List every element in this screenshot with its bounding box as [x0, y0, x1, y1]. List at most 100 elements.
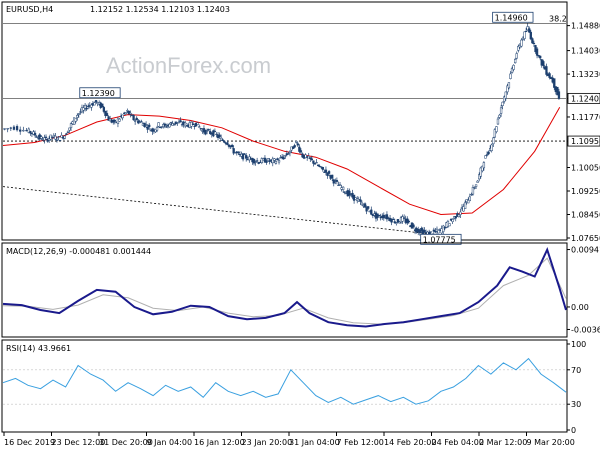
price-y-tick-label: 1.13230 — [571, 70, 600, 79]
candle-body — [293, 145, 296, 148]
x-tick-label: 24 Feb 04:00 — [432, 438, 484, 447]
candle-body — [523, 31, 526, 39]
candle-body — [15, 126, 19, 131]
candle-body — [459, 211, 462, 215]
candle-body — [468, 196, 471, 202]
x-tick-label: 7 Feb 12:00 — [337, 438, 384, 447]
candle-body — [25, 130, 28, 132]
macd-y-tick-label: 0.00 — [571, 303, 589, 312]
candle-body — [90, 104, 93, 108]
candle-body — [471, 186, 475, 195]
candle-body — [493, 129, 496, 138]
candle-body — [51, 136, 54, 138]
candle-body — [223, 140, 226, 143]
candle-body — [324, 169, 328, 173]
candle-body — [326, 172, 329, 176]
candle-body — [105, 113, 109, 117]
candle-body — [163, 123, 167, 126]
candle-body — [107, 116, 110, 121]
candle-body — [313, 163, 317, 165]
rsi-line — [2, 357, 567, 405]
candle-body — [298, 146, 301, 152]
candle-body — [54, 135, 57, 140]
candle-body — [277, 160, 281, 163]
candle-body — [157, 122, 160, 127]
fib-label: 38.2 — [549, 14, 567, 23]
candle-body — [33, 132, 37, 136]
candle-body — [504, 91, 507, 99]
candle-body — [512, 64, 515, 70]
candle-body — [396, 219, 400, 223]
candle-body — [385, 214, 389, 220]
rsi-y-tick-label: 100 — [571, 340, 586, 349]
candle-body — [515, 53, 518, 59]
candle-body — [94, 100, 98, 103]
candle-body — [146, 127, 149, 130]
candle-body — [254, 161, 257, 163]
candle-body — [377, 215, 381, 217]
price-panel-frame — [1, 1, 568, 241]
candle-body — [204, 129, 207, 135]
candle-body — [29, 131, 32, 134]
candle-body — [398, 221, 401, 224]
price-header-symbol: EURUSD,H4 — [6, 5, 53, 14]
price-y-tick-label: 1.11770 — [571, 113, 600, 122]
price-y-axis: 1.14880 1.14030 1.13230 1.12403 1.11770 1.109… — [567, 22, 600, 243]
candle-body — [412, 224, 415, 228]
candle-body — [295, 140, 298, 143]
candle-body — [418, 230, 421, 234]
candle-body — [35, 136, 38, 138]
candle-body — [390, 218, 393, 223]
candle-body — [476, 180, 479, 183]
price-y-tick-label: 1.09250 — [571, 187, 600, 196]
candle-body — [22, 129, 25, 132]
candle-body — [367, 206, 370, 209]
candle-body — [133, 120, 137, 122]
price-y-tick-label: 1.08450 — [571, 211, 600, 220]
candle-body — [506, 85, 509, 93]
candle-body — [524, 30, 528, 33]
candle-body — [193, 125, 196, 127]
candle-body — [393, 221, 396, 224]
candle-body — [510, 68, 514, 73]
candle-body — [437, 229, 440, 234]
candle-body — [273, 158, 276, 161]
price-header-ohlc: 1.12152 1.12534 1.12103 1.12403 — [90, 5, 230, 14]
price-annotation-box — [492, 11, 534, 23]
price-y-tick-label: 1.10950 — [571, 137, 600, 146]
candle-body — [360, 202, 364, 206]
candle-body — [359, 199, 362, 202]
candle-body — [499, 107, 503, 114]
candle-body — [291, 146, 295, 149]
candle-body — [230, 144, 234, 147]
candle-body — [553, 78, 556, 88]
candle-body — [528, 28, 531, 33]
candle-body — [454, 216, 457, 219]
candle-body — [66, 131, 70, 133]
candle-body — [209, 131, 212, 134]
candle-body — [526, 26, 529, 31]
candle-body — [124, 112, 127, 115]
candle-body — [160, 126, 163, 128]
candle-body — [6, 128, 9, 130]
candle-body — [77, 113, 80, 115]
candle-body — [82, 107, 85, 111]
candle-body — [507, 82, 511, 89]
candle-body — [83, 104, 87, 109]
candle-body — [312, 160, 315, 164]
macd-lines — [2, 246, 567, 328]
candle-body — [274, 161, 278, 164]
candle-body — [532, 42, 536, 45]
candle-body — [154, 128, 157, 133]
price-y-tick-label: 1.14030 — [571, 47, 600, 56]
candle-body — [320, 166, 323, 168]
candle-body — [101, 103, 104, 108]
macd-signal-line — [2, 257, 567, 325]
candle-body — [321, 166, 324, 170]
candle-body — [55, 139, 59, 141]
candle-body — [268, 160, 271, 162]
candle-body — [288, 151, 292, 154]
candle-body — [370, 209, 373, 215]
price-annotation-box — [420, 233, 462, 245]
